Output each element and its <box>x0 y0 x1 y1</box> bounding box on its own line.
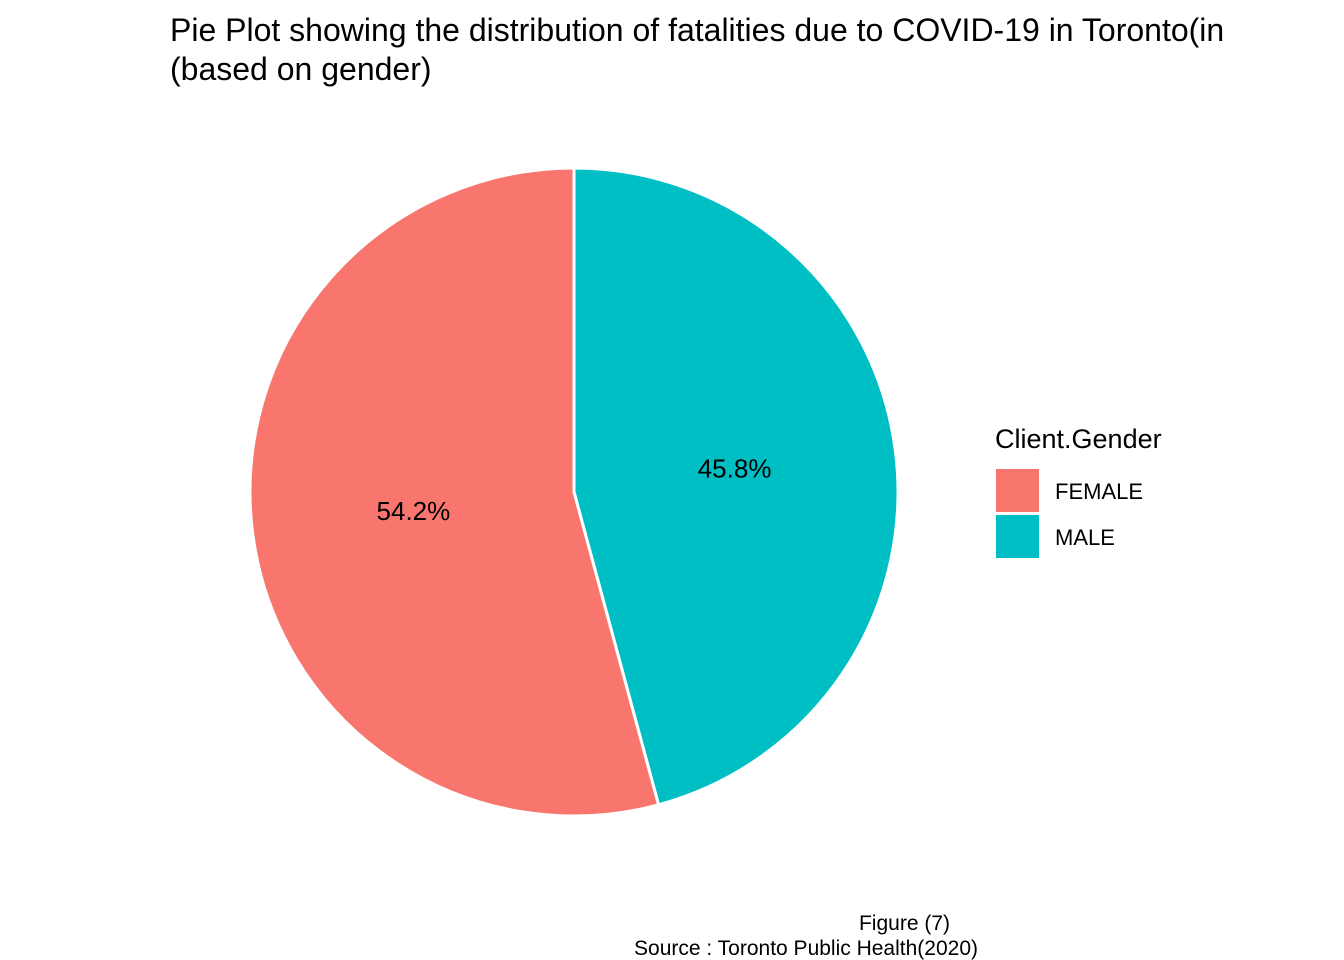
pie-labels: 45.8% 54.2% <box>377 454 772 527</box>
chart-title: Pie Plot showing the distribution of fat… <box>170 12 1224 87</box>
legend-key-male <box>996 515 1039 558</box>
pie-slice-label-female: 54.2% <box>377 496 451 526</box>
chart-title-line-2: (based on gender) <box>170 51 432 87</box>
caption-source: Source : Toronto Public Health(2020) <box>634 937 978 960</box>
pie-slice-male <box>572 166 900 807</box>
caption-figure-number: Figure (7) <box>859 912 950 935</box>
legend: Client.Gender FEMALE MALE <box>995 424 1162 558</box>
pie-slice-female <box>248 166 661 818</box>
pie-slice-label-male: 45.8% <box>698 454 772 484</box>
legend-label-male: MALE <box>1055 525 1115 550</box>
legend-title: Client.Gender <box>995 424 1162 454</box>
legend-key-female <box>996 469 1039 512</box>
chart-title-line-1: Pie Plot showing the distribution of fat… <box>170 12 1224 48</box>
chart-caption: Figure (7) Source : Toronto Public Healt… <box>634 912 978 960</box>
pie-slices <box>248 166 900 818</box>
legend-label-female: FEMALE <box>1055 479 1143 504</box>
legend-items: FEMALE MALE <box>996 469 1143 558</box>
